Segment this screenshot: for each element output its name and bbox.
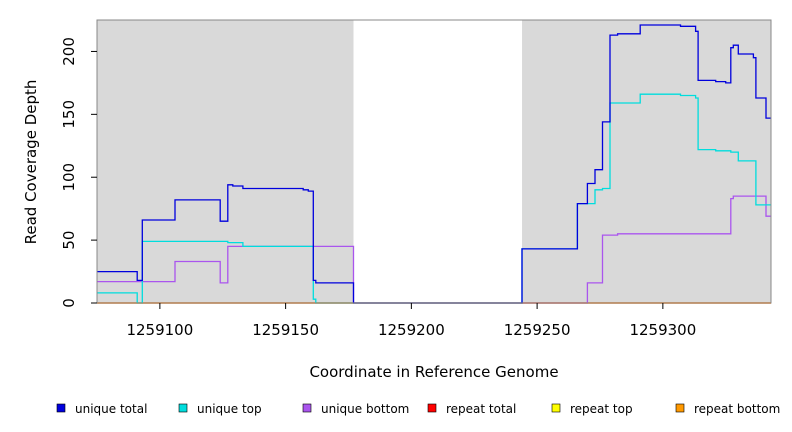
x-tick-label: 1259150 — [252, 321, 319, 339]
x-tick-label: 1259250 — [504, 321, 571, 339]
legend-label: unique bottom — [321, 402, 409, 416]
series-line-unique-bottom — [97, 195, 771, 304]
y-tick-label: 50 — [60, 231, 78, 250]
shaded-region — [522, 20, 771, 303]
y-tick-label: 200 — [60, 37, 78, 66]
y-tick-label: 0 — [60, 298, 78, 308]
series-line-unique-top — [97, 93, 771, 304]
shaded-region — [97, 20, 354, 303]
series-line-unique-total — [97, 24, 771, 304]
x-tick-label: 1259300 — [629, 321, 696, 339]
legend-swatch — [178, 403, 188, 413]
x-tick-label: 1259200 — [378, 321, 445, 339]
y-axis-title: Read Coverage Depth — [22, 80, 40, 245]
x-tick-label: 1259100 — [126, 321, 193, 339]
legend-swatch — [427, 403, 437, 413]
legend-label: unique top — [197, 402, 262, 416]
legend-swatch — [302, 403, 312, 413]
plot-frame — [96, 19, 772, 304]
legend-label: repeat bottom — [694, 402, 780, 416]
legend-label: repeat top — [570, 402, 633, 416]
legend-swatch — [675, 403, 685, 413]
legend-label: repeat total — [446, 402, 516, 416]
legend-swatch — [56, 403, 66, 413]
y-tick-label: 150 — [60, 100, 78, 129]
y-tick-label: 100 — [60, 163, 78, 192]
x-axis-title: Coordinate in Reference Genome — [309, 363, 558, 381]
legend-swatch — [551, 403, 561, 413]
legend-label: unique total — [75, 402, 147, 416]
